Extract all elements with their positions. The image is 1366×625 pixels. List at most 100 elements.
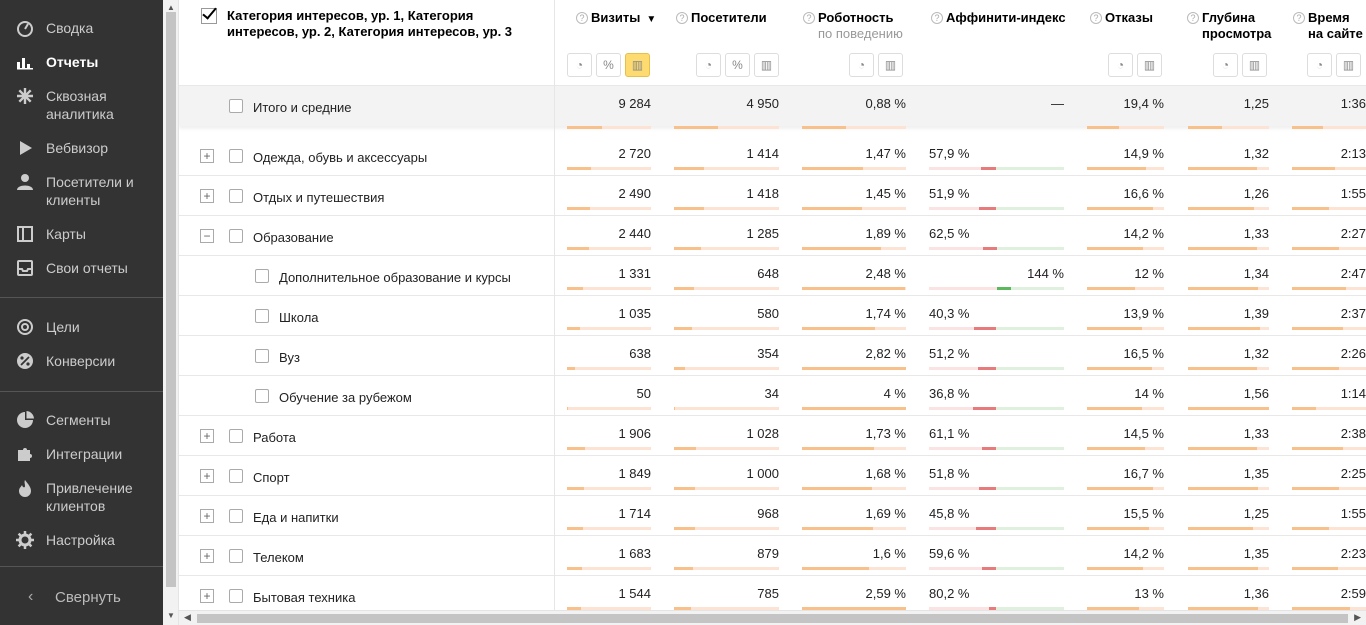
metric-title[interactable]: ? Роботность по поведению [803, 10, 903, 42]
collapse-sidebar-button[interactable]: ‹ Свернуть [0, 586, 163, 612]
expand-row-button[interactable]: + [200, 589, 214, 603]
share-bar [567, 126, 651, 129]
help-icon[interactable]: ? [1090, 12, 1102, 24]
pie-chart-icon[interactable]: ◔ [567, 53, 592, 77]
share-bar-fill [567, 247, 589, 250]
metric-title[interactable]: ? Визиты ▼ [576, 10, 656, 28]
cell-affinity: 36,8 % [929, 386, 970, 401]
share-bar-fill [802, 287, 905, 290]
table-row[interactable]: Вуз 638 354 2,82 % 51,2 % 16,5 % 1,32 2:26 [179, 336, 1366, 376]
cell-visitors: 580 [757, 306, 779, 321]
horizontal-scroll-thumb[interactable] [197, 614, 1348, 623]
row-checkbox[interactable] [229, 149, 243, 163]
metric-title[interactable]: ? Аффинити-индекс [931, 10, 1066, 26]
cell-robots: 1,73 % [865, 426, 906, 441]
vertical-scroll-thumb[interactable] [166, 12, 176, 587]
metric-title-text: Аффинити-индекс [946, 10, 1066, 25]
scroll-up-arrow-icon[interactable]: ▲ [167, 3, 175, 12]
horizontal-scrollbar[interactable]: ◀ ▶ [179, 610, 1366, 625]
help-icon[interactable]: ? [676, 12, 688, 24]
table-row[interactable]: + Работа 1 906 1 028 1,73 % 61,1 % 14,5 % 1,33 2… [179, 416, 1366, 456]
help-icon[interactable]: ? [1187, 12, 1199, 24]
row-checkbox[interactable] [229, 229, 243, 243]
row-checkbox[interactable] [255, 349, 269, 363]
bar-chart-icon[interactable]: ▥ [1336, 53, 1361, 77]
row-checkbox[interactable] [229, 509, 243, 523]
metric-title[interactable]: ? Посетители [676, 10, 767, 26]
table-row[interactable]: Обучение за рубежом 50 34 4 % 36,8 % 14 % 1,56… [179, 376, 1366, 416]
table-row[interactable]: + Отдых и путешествия 2 490 1 418 1,45 % 51,9… [179, 176, 1366, 216]
cell-bounce: 16,5 % [1123, 346, 1164, 361]
row-checkbox[interactable] [255, 309, 269, 323]
cell-visits: 1 906 [618, 426, 651, 441]
row-checkbox[interactable] [229, 469, 243, 483]
bar-chart-icon[interactable]: ▥ [754, 53, 779, 77]
metric-title-text: Визиты [591, 10, 641, 25]
expand-row-button[interactable]: + [200, 549, 214, 563]
table-row[interactable]: Школа 1 035 580 1,74 % 40,3 % 13,9 % 1,39 2:37 [179, 296, 1366, 336]
bar-chart-icon[interactable]: ▥ [1137, 53, 1162, 77]
share-bar [674, 487, 779, 490]
share-bar [1292, 407, 1366, 410]
gauge-icon [15, 19, 34, 37]
vertical-scrollbar[interactable]: ▲ ▼ [163, 0, 179, 625]
metric-title[interactable]: ? Глубина просмотра [1187, 10, 1271, 42]
person-icon [15, 173, 34, 191]
table-row[interactable]: Дополнительное образование и курсы 1 331 6… [179, 256, 1366, 296]
expand-row-button[interactable]: + [200, 469, 214, 483]
percent-toggle-icon[interactable]: % [596, 53, 621, 77]
expand-row-button[interactable]: + [200, 149, 214, 163]
table-row[interactable]: + Телеком 1 683 879 1,6 % 59,6 % 14,2 % 1,35 2:2… [179, 536, 1366, 576]
collapse-row-button[interactable]: − [200, 229, 214, 243]
pie-chart-icon[interactable]: ◔ [696, 53, 721, 77]
scroll-right-arrow-icon[interactable]: ▶ [1354, 612, 1361, 622]
expand-row-button[interactable]: + [200, 429, 214, 443]
scroll-left-arrow-icon[interactable]: ◀ [184, 612, 191, 622]
help-icon[interactable]: ? [931, 12, 943, 24]
share-bar [1292, 607, 1366, 610]
share-bar-fill [674, 126, 718, 129]
metric-title[interactable]: ? Время на сайте [1293, 10, 1363, 42]
row-checkbox[interactable] [229, 549, 243, 563]
bar-chart-icon[interactable]: ▥ [1242, 53, 1267, 77]
row-checkbox[interactable] [229, 589, 243, 603]
help-icon[interactable]: ? [576, 12, 588, 24]
row-checkbox[interactable] [229, 99, 243, 113]
select-all-checkbox[interactable] [201, 8, 217, 24]
dimension-header[interactable]: Категория интересов, ур. 1, Категория ин… [201, 8, 541, 40]
scroll-down-arrow-icon[interactable]: ▼ [167, 611, 175, 620]
expand-row-button[interactable]: + [200, 509, 214, 523]
totals-row[interactable]: Итого и средние 9 284 4 950 0,88 % — 19,4 % 1,… [179, 86, 1366, 129]
share-bar [1292, 527, 1366, 530]
share-bar-fill [1188, 247, 1257, 250]
row-checkbox[interactable] [229, 429, 243, 443]
share-bar [567, 487, 651, 490]
bar-chart-icon[interactable]: ▥ [625, 53, 650, 77]
metric-title[interactable]: ? Отказы [1090, 10, 1153, 26]
bar-chart-icon[interactable]: ▥ [878, 53, 903, 77]
sort-desc-icon[interactable]: ▼ [646, 14, 657, 25]
table-row[interactable]: + Бытовая техника 1 544 785 2,59 % 80,2 % 13 %… [179, 576, 1366, 610]
table-row[interactable]: − Образование 2 440 1 285 1,89 % 62,5 % 14,2 %… [179, 216, 1366, 256]
row-checkbox[interactable] [255, 269, 269, 283]
share-bar [674, 367, 779, 370]
row-checkbox[interactable] [255, 389, 269, 403]
help-icon[interactable]: ? [803, 12, 815, 24]
share-bar [802, 126, 906, 129]
share-bar [674, 607, 779, 610]
share-bar-fill [802, 167, 863, 170]
help-icon[interactable]: ? [1293, 12, 1305, 24]
expand-row-button[interactable]: + [200, 189, 214, 203]
table-row[interactable]: + Спорт 1 849 1 000 1,68 % 51,8 % 16,7 % 1,35 2:… [179, 456, 1366, 496]
pie-chart-icon[interactable]: ◔ [1307, 53, 1332, 77]
row-checkbox[interactable] [229, 189, 243, 203]
percent-toggle-icon[interactable]: % [725, 53, 750, 77]
table-row[interactable]: + Одежда, обувь и аксессуары 2 720 1 414 1,4… [179, 136, 1366, 176]
table-row[interactable]: + Еда и напитки 1 714 968 1,69 % 45,8 % 15,5 %… [179, 496, 1366, 536]
share-bar [674, 167, 779, 170]
pie-chart-icon[interactable]: ◔ [1108, 53, 1133, 77]
share-bar-fill [1087, 327, 1142, 330]
pie-chart-icon[interactable]: ◔ [1213, 53, 1238, 77]
pie-chart-icon[interactable]: ◔ [849, 53, 874, 77]
sidebar-item-label: Настройка [46, 532, 115, 548]
